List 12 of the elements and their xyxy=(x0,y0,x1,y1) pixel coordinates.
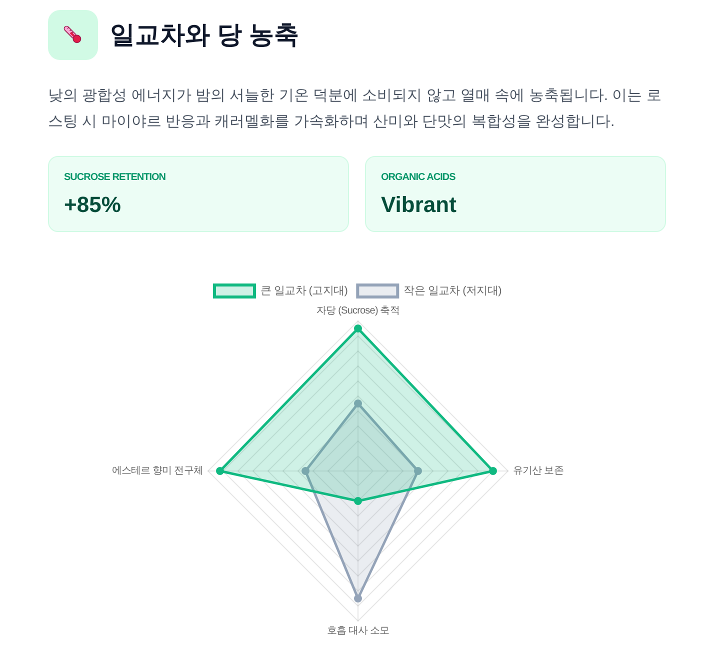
text: 낮의 광합성 에너지가 밤의 서늘한 기온 덕분에 소비되지 않고 열매 속에 농축됩니다. 이는 로스팅 시 마이야르 반응과 캐러멜화를 가속화하며 산미와 단맛의 복합성을 완성합니다. xyxy=(48,86,662,132)
spoke-label: 자당 (Sucrose) 축적 xyxy=(316,306,400,316)
text: Vibrant xyxy=(381,191,456,219)
text: +85% xyxy=(64,191,121,219)
spoke-label: 에스테르 향미 전구체 xyxy=(112,466,203,476)
text: 일교차와 당 농축 xyxy=(110,20,299,51)
text: ORGANIC ACIDS xyxy=(381,171,456,185)
spoke-label: 유기산 보존 xyxy=(513,466,564,476)
legend-label: 작은 일교차 (저지대) xyxy=(404,285,502,297)
text: SUCROSE RETENTION xyxy=(64,171,166,185)
spoke-label: 호흡 대사 소모 xyxy=(326,626,390,636)
legend-label: 큰 일교차 (고지대) xyxy=(260,285,348,297)
